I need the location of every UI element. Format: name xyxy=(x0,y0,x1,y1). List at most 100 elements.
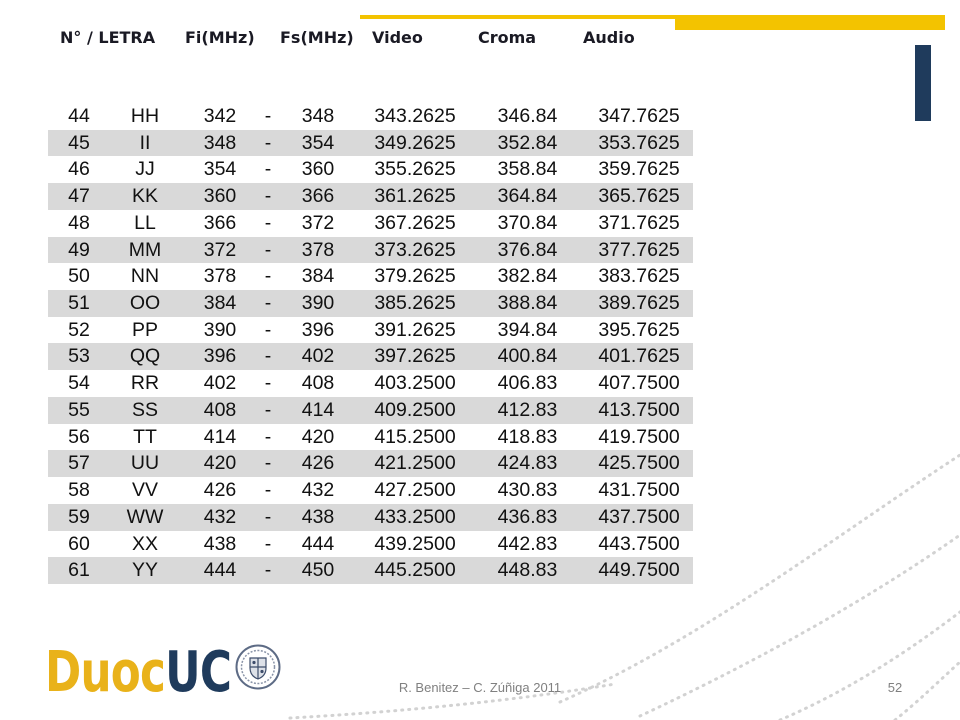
cell-channel-number: 52 xyxy=(68,318,90,341)
cell-letter: NN xyxy=(130,265,160,288)
cell-audio: 425.7500 xyxy=(598,452,680,475)
cell-letter: KK xyxy=(131,185,158,208)
table-row: 59 WW 432 - 438 433.2500 436.83 437.7500 xyxy=(48,503,693,531)
cell-video: 421.2500 xyxy=(374,452,456,475)
cell-separator: - xyxy=(264,532,272,555)
cell-separator: - xyxy=(264,131,272,154)
cell-fi: 432 xyxy=(203,505,237,528)
cell-channel-number: 46 xyxy=(68,158,90,181)
cell-letter: SS xyxy=(131,398,158,421)
cell-fs: 396 xyxy=(301,318,335,341)
cell-separator: - xyxy=(264,211,272,234)
cell-croma: 430.83 xyxy=(497,479,558,502)
cell-separator: - xyxy=(264,292,272,315)
cell-croma: 364.84 xyxy=(497,185,558,208)
header-croma: Croma xyxy=(478,28,537,47)
cell-video: 439.2500 xyxy=(374,532,456,555)
cell-video: 361.2625 xyxy=(374,185,456,208)
cell-audio: 353.7625 xyxy=(598,131,680,154)
cell-croma: 436.83 xyxy=(497,505,558,528)
cell-video: 445.2500 xyxy=(374,559,456,582)
channel-frequency-table: 44 HH 342 - 348 343.2625 346.84 347.7625 45 II 348… xyxy=(48,103,693,584)
cell-croma: 388.84 xyxy=(497,292,558,315)
cell-video: 385.2625 xyxy=(374,292,456,315)
cell-fs: 408 xyxy=(301,372,335,395)
cell-letter: MM xyxy=(128,238,162,261)
table-row: 56 TT 414 - 420 415.2500 418.83 419.7500 xyxy=(48,423,693,451)
cell-fs: 414 xyxy=(301,398,335,421)
cell-croma: 412.83 xyxy=(497,398,558,421)
cell-separator: - xyxy=(264,345,272,368)
cell-audio: 437.7500 xyxy=(598,505,680,528)
cell-channel-number: 51 xyxy=(68,292,90,315)
cell-croma: 418.83 xyxy=(497,425,558,448)
cell-separator: - xyxy=(264,505,272,528)
cell-channel-number: 56 xyxy=(68,425,90,448)
cell-audio: 443.7500 xyxy=(598,532,680,555)
cell-letter: PP xyxy=(131,318,158,341)
logo-duoc-text: Duoc xyxy=(45,640,166,705)
cell-letter: JJ xyxy=(135,158,155,181)
cell-fs: 384 xyxy=(301,265,335,288)
cell-fi: 402 xyxy=(203,372,237,395)
cell-fs: 432 xyxy=(301,479,335,502)
cell-croma: 400.84 xyxy=(497,345,558,368)
cell-fs: 348 xyxy=(301,105,335,127)
cell-fs: 444 xyxy=(301,532,335,555)
cell-separator: - xyxy=(264,158,272,181)
uc-seal-icon xyxy=(235,644,281,690)
cell-croma: 442.83 xyxy=(497,532,558,555)
cell-audio: 401.7625 xyxy=(598,345,680,368)
cell-audio: 413.7500 xyxy=(598,398,680,421)
cell-letter: UU xyxy=(130,452,160,475)
header-channel-letter: N° / LETRA xyxy=(60,28,156,47)
table-row: 50 NN 378 - 384 379.2625 382.84 383.7625 xyxy=(48,263,693,291)
cell-fi: 396 xyxy=(203,345,237,368)
cell-croma: 394.84 xyxy=(497,318,558,341)
cell-letter: XX xyxy=(131,532,158,555)
cell-letter: WW xyxy=(126,505,164,528)
header-fi: Fi(MHz) xyxy=(185,28,255,47)
table-row: 53 QQ 396 - 402 397.2625 400.84 401.7625 xyxy=(48,343,693,371)
cell-video: 403.2500 xyxy=(374,372,456,395)
cell-channel-number: 44 xyxy=(68,105,90,127)
cell-croma: 346.84 xyxy=(497,105,558,127)
cell-audio: 419.7500 xyxy=(598,425,680,448)
table-row: 57 UU 420 - 426 421.2500 424.83 425.7500 xyxy=(48,450,693,478)
table-row: 46 JJ 354 - 360 355.2625 358.84 359.7625 xyxy=(48,156,693,184)
cell-separator: - xyxy=(264,452,272,475)
cell-fs: 378 xyxy=(301,238,335,261)
cell-croma: 376.84 xyxy=(497,238,558,261)
cell-channel-number: 47 xyxy=(68,185,90,208)
header-audio: Audio xyxy=(583,28,635,47)
cell-fs: 402 xyxy=(301,345,335,368)
cell-fs: 420 xyxy=(301,425,335,448)
cell-letter: YY xyxy=(131,559,158,582)
cell-fi: 384 xyxy=(203,292,237,315)
cell-audio: 431.7500 xyxy=(598,479,680,502)
cell-video: 433.2500 xyxy=(374,505,456,528)
cell-audio: 371.7625 xyxy=(598,211,680,234)
cell-channel-number: 57 xyxy=(68,452,90,475)
cell-croma: 424.83 xyxy=(497,452,558,475)
cell-fi: 348 xyxy=(203,131,237,154)
cell-audio: 359.7625 xyxy=(598,158,680,181)
cell-fi: 420 xyxy=(203,452,237,475)
table-row: 47 KK 360 - 366 361.2625 364.84 365.7625 xyxy=(48,183,693,210)
cell-fs: 426 xyxy=(301,452,335,475)
cell-fi: 354 xyxy=(203,158,237,181)
cell-video: 343.2625 xyxy=(374,105,456,127)
cell-separator: - xyxy=(264,559,272,582)
footer-credit: R. Benitez – C. Zúñiga 2011 xyxy=(398,680,562,695)
table-row: 54 RR 402 - 408 403.2500 406.83 407.7500 xyxy=(48,370,693,397)
cell-fs: 390 xyxy=(301,292,335,315)
cell-separator: - xyxy=(264,479,272,502)
cell-fi: 366 xyxy=(203,211,237,234)
cell-video: 409.2500 xyxy=(374,398,456,421)
cell-fs: 450 xyxy=(301,559,335,582)
cell-separator: - xyxy=(264,185,272,208)
table-row: 45 II 348 - 354 349.2625 352.84 353.7625 xyxy=(48,129,693,157)
cell-croma: 352.84 xyxy=(497,131,558,154)
navy-vertical-bar xyxy=(915,45,931,121)
